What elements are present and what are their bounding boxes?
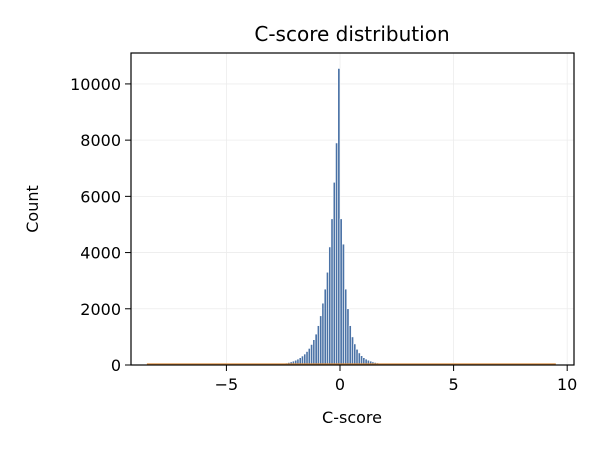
histogram-bar	[339, 218, 343, 366]
histogram-bar	[321, 302, 325, 366]
x-axis-label: C-score	[322, 408, 382, 427]
y-tick-label: 2000	[80, 300, 121, 319]
histogram-bar	[316, 325, 320, 366]
histogram-bar	[351, 336, 354, 366]
x-tick-label: 10	[557, 375, 577, 394]
histogram-bar	[305, 351, 309, 366]
histogram-bar	[328, 246, 332, 366]
histogram-bar	[314, 333, 318, 366]
y-tick-label: 0	[111, 356, 121, 375]
x-tick-label: −5	[215, 375, 239, 394]
chart-title: C-score distribution	[254, 22, 449, 46]
histogram-bar	[341, 243, 345, 366]
histogram-bar	[326, 271, 329, 366]
histogram-bar	[319, 315, 323, 366]
histogram-bar	[312, 339, 316, 366]
y-tick-label: 10000	[70, 75, 121, 94]
histogram-bar	[310, 344, 314, 366]
histogram-bars	[276, 68, 400, 366]
y-tick-label: 8000	[80, 131, 121, 150]
x-axis-ticks: −5 0 5 10	[215, 365, 577, 394]
y-tick-label: 4000	[80, 244, 121, 263]
histogram-bar	[307, 348, 311, 366]
histogram-bar	[323, 288, 327, 366]
plot-frame	[130, 52, 575, 366]
histogram-bar	[357, 352, 361, 366]
histogram-bar	[330, 218, 334, 366]
histogram-bar	[348, 325, 352, 366]
histogram-bar	[355, 348, 359, 366]
y-axis-label: Count	[23, 185, 42, 233]
histogram-bar	[337, 68, 341, 366]
histogram-bar	[303, 353, 307, 366]
x-tick-label: 0	[335, 375, 345, 394]
y-tick-label: 6000	[80, 187, 121, 206]
histogram-bar	[353, 343, 357, 366]
y-axis-ticks: 0 2000 4000 6000 8000 10000	[70, 75, 131, 375]
histogram-bar	[335, 142, 339, 366]
histogram-bar	[346, 308, 350, 366]
histogram-bar	[344, 288, 348, 366]
histogram-bar	[332, 181, 336, 366]
x-tick-label: 5	[449, 375, 459, 394]
